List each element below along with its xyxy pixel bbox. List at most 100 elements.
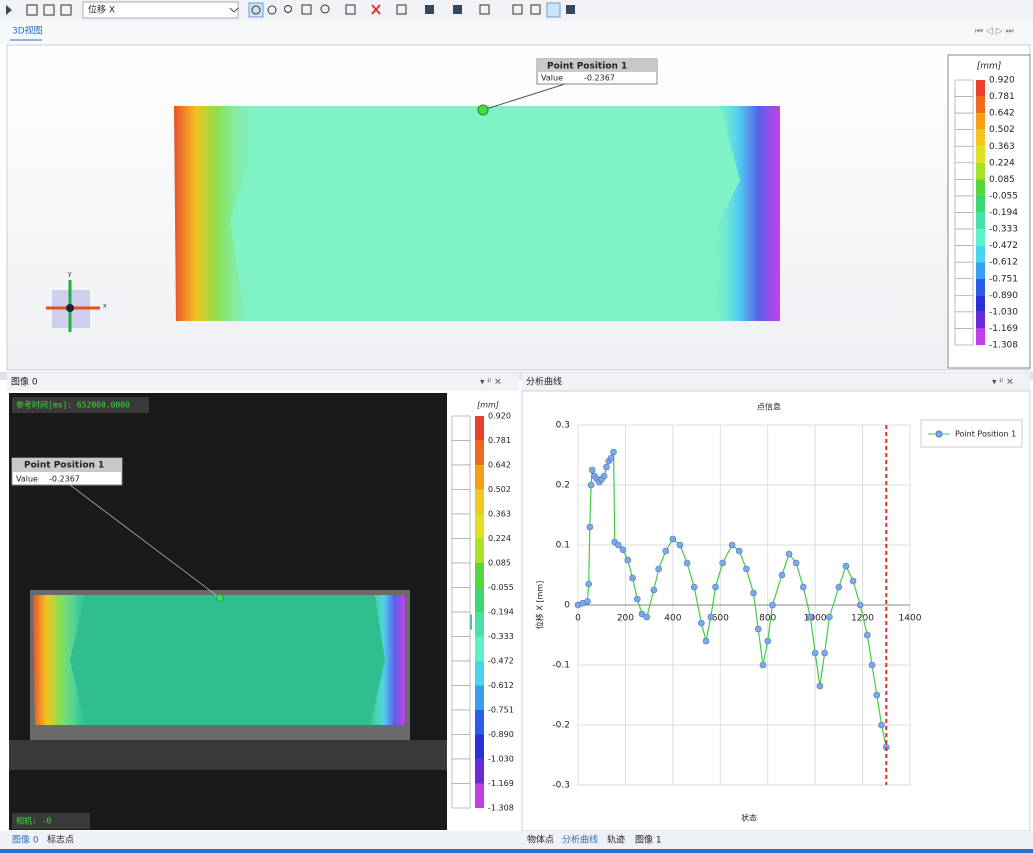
data-point — [849, 577, 857, 585]
image-left-gradient — [33, 595, 85, 725]
colorbar-cell — [451, 562, 471, 588]
colorbar-label: -1.169 — [488, 779, 514, 788]
colorbar-cell — [954, 96, 974, 114]
colorbar-band — [475, 685, 484, 710]
point-marker[interactable] — [477, 104, 489, 116]
colorbar-label: 0.085 — [989, 175, 1015, 185]
bottom-tab[interactable]: 标志点 — [47, 834, 74, 846]
image-panel-title: 图像 0 — [11, 376, 38, 388]
dropdown-arrow — [229, 7, 239, 13]
tab-3d-view[interactable]: 3D视图 — [12, 25, 43, 37]
data-point — [585, 580, 592, 588]
box-title: Point Position 1 — [547, 62, 627, 72]
colorbar-band — [976, 179, 985, 196]
image-right-gradient — [370, 595, 405, 725]
data-point — [764, 637, 772, 645]
y-tick-label: -0.2 — [552, 721, 570, 731]
colorbar-cell — [954, 79, 974, 97]
colorbar-band — [475, 440, 484, 465]
colorbar-label: -1.030 — [488, 755, 514, 764]
x-tick-label: 1000 — [804, 614, 827, 624]
colorbar-unit: [mm] — [477, 401, 499, 410]
panel-controls[interactable]: ▾ ᵖ ✕ — [992, 378, 1014, 388]
data-point — [816, 682, 824, 690]
box-label: Value — [16, 475, 38, 484]
data-point — [743, 565, 750, 573]
colorbar-cell — [954, 261, 974, 280]
colorbar-label: -0.055 — [488, 583, 514, 592]
colorbar-label: 0.502 — [488, 485, 511, 494]
data-point — [728, 541, 736, 549]
bottom-tab[interactable]: 图像 0 — [12, 834, 39, 846]
data-point — [702, 637, 710, 645]
dropdown-text: 位移 X — [88, 4, 115, 16]
data-point — [759, 661, 767, 669]
colorbar-label: -0.472 — [488, 657, 514, 666]
colorbar-band — [475, 759, 484, 784]
bottom-tab[interactable]: 分析曲线 — [562, 834, 598, 846]
data-point — [719, 559, 726, 567]
colorbar-band — [976, 146, 985, 163]
colorbar-label: -1.308 — [488, 804, 514, 813]
data-point — [633, 595, 641, 603]
colorbar-band — [976, 262, 985, 279]
panel-controls[interactable]: ▾ ᵖ ✕ — [480, 378, 502, 388]
data-point — [619, 546, 627, 554]
legend-marker — [935, 430, 943, 438]
bottom-tab[interactable]: 物体点 — [527, 834, 554, 846]
colorbar-band — [976, 245, 985, 263]
colorbar-label: -0.472 — [989, 241, 1018, 251]
data-point — [607, 454, 615, 462]
data-point — [878, 721, 885, 729]
colorbar-band — [475, 587, 484, 612]
data-point — [698, 619, 705, 627]
bottom-tab[interactable]: 图像 1 — [635, 834, 662, 846]
colorbar-cell — [954, 212, 974, 230]
colorbar-cell — [954, 112, 974, 130]
data-point — [826, 613, 833, 621]
colorbar-band — [475, 734, 484, 759]
tab-bar — [0, 21, 1033, 45]
bottom-tabs — [0, 831, 1033, 849]
colorbar-cell — [451, 685, 471, 711]
camera-text: 相机: -0 — [16, 816, 51, 826]
colorbar-band — [976, 80, 985, 97]
y-tick-label: -0.3 — [552, 781, 570, 791]
data-point — [769, 601, 776, 609]
box-header — [12, 458, 122, 472]
colorbar-band — [976, 96, 985, 114]
box-header — [537, 59, 657, 72]
colorbar-band — [976, 195, 985, 213]
data-point — [821, 649, 828, 657]
colorbar-label: 0.085 — [488, 559, 511, 568]
data-point — [650, 586, 658, 594]
colorbar-cell — [451, 538, 471, 564]
nav-buttons[interactable]: ⏮ ◁ ▷ ⏭ — [975, 27, 1014, 37]
colorbar-label: -0.333 — [989, 225, 1018, 235]
colorbar-cell — [451, 464, 471, 490]
data-point — [615, 541, 622, 549]
y-tick-label: 0.1 — [556, 541, 570, 551]
data-point — [778, 571, 786, 579]
colorbar-band — [475, 416, 484, 441]
y-tick-label: -0.1 — [552, 661, 570, 671]
colorbar-cell — [451, 734, 471, 760]
colorbar-cell — [954, 311, 974, 329]
dropdown[interactable] — [82, 1, 239, 19]
bottom-tab[interactable]: 轨迹 — [607, 834, 625, 846]
data-point — [655, 565, 662, 573]
y-tick-label: 0.3 — [556, 421, 570, 431]
x-tick-label: 1400 — [899, 614, 922, 624]
colorbar-cell — [954, 228, 974, 246]
chart-title: 点信息 — [757, 402, 781, 412]
colorbar-band — [475, 489, 484, 514]
data-point — [603, 463, 610, 471]
colorbar-band — [475, 661, 484, 686]
data-point — [735, 547, 743, 555]
image-point[interactable] — [216, 594, 224, 602]
colorbar-band — [976, 311, 985, 329]
data-point — [873, 691, 881, 699]
colorbar-label: -0.055 — [989, 191, 1018, 201]
colorbar-label: 0.363 — [488, 510, 511, 519]
